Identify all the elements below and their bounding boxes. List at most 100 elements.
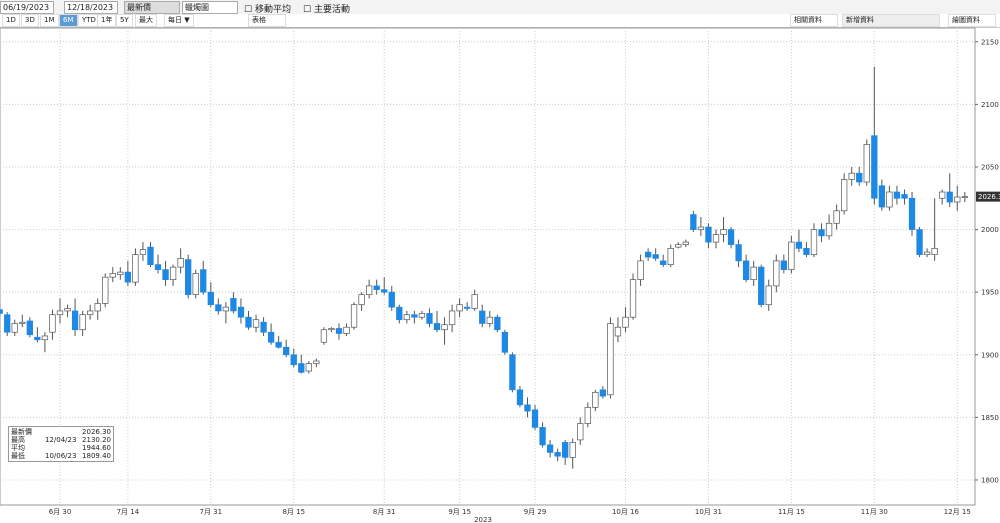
- candle-body: [290, 354, 297, 366]
- candle-body: [946, 191, 953, 203]
- candle-body: [298, 363, 305, 373]
- candle-body: [494, 316, 501, 331]
- candle-body: [313, 360, 320, 364]
- range-btn[interactable]: 1M: [40, 14, 59, 27]
- candle-body: [320, 329, 328, 343]
- ma-label: 移動平均: [254, 5, 291, 15]
- candle-body: [192, 273, 199, 296]
- candle-body: [237, 306, 245, 318]
- x-tick-label: 8月 15: [282, 508, 305, 516]
- y-tick-label: 1850: [981, 414, 999, 422]
- candle-body: [908, 197, 916, 230]
- candle-body: [652, 254, 659, 259]
- candle-body: [720, 229, 727, 235]
- x-tick-label: 9月 15: [448, 508, 471, 516]
- candle-body: [373, 285, 380, 291]
- candle-body: [509, 354, 516, 391]
- range-btn[interactable]: 5Y: [116, 14, 133, 27]
- candle-body: [916, 229, 923, 255]
- legend: 最新價 2026.30 最高 12/04/23 2130.20 平均 1944.60 最低 10…: [8, 426, 114, 462]
- candle-body: [56, 310, 64, 316]
- candle-body: [629, 279, 637, 318]
- price-select[interactable]: 最新價: [124, 1, 180, 14]
- candle-body: [539, 427, 546, 446]
- candle-body: [931, 247, 938, 255]
- x-tick-label: 11月 30: [861, 508, 888, 516]
- range-btn[interactable]: 1D: [2, 14, 20, 27]
- candle-body: [886, 191, 893, 208]
- candle-body: [124, 271, 132, 283]
- candle-body: [901, 194, 908, 199]
- range-btn[interactable]: 最大: [135, 14, 157, 27]
- y-tick-label: 2000: [981, 226, 999, 234]
- events-check[interactable]: ☐ 主要活動: [303, 5, 350, 15]
- range-btn[interactable]: 6M: [59, 14, 78, 27]
- x-tick-label: 7月 14: [117, 508, 140, 516]
- candle-body: [961, 196, 968, 198]
- table-btn[interactable]: 表格: [248, 14, 286, 27]
- candle-body: [825, 222, 833, 237]
- start-date[interactable]: 06/19/2023: [0, 1, 54, 14]
- candle-body: [358, 294, 365, 306]
- candle-body: [878, 185, 886, 208]
- candle-body: [622, 316, 629, 328]
- add-input[interactable]: 新增資料: [842, 14, 940, 27]
- year-label: 2023: [474, 516, 492, 523]
- candle-body: [464, 306, 471, 309]
- legend-name: 最高: [11, 436, 25, 444]
- related-btn[interactable]: 相關資料: [790, 14, 838, 27]
- candle-body: [486, 316, 493, 324]
- range-btn[interactable]: YTD: [78, 14, 100, 27]
- legend-value: 1944.60: [82, 444, 111, 452]
- legend-date: [45, 428, 79, 436]
- ma-check[interactable]: ☐ 移動平均: [244, 5, 291, 15]
- candle-body: [109, 273, 116, 278]
- legend-row: 平均 1944.60: [11, 444, 111, 452]
- candle-body: [64, 308, 71, 312]
- candle-body: [735, 244, 742, 262]
- candle-body: [34, 336, 41, 341]
- x-tick-label: 6月 30: [49, 508, 72, 516]
- candle-body: [87, 310, 94, 316]
- candle-body: [810, 229, 818, 255]
- y-tick-label: 2050: [981, 163, 999, 171]
- y-tick-label: 1900: [981, 351, 999, 359]
- legend-date: 12/04/23: [45, 436, 77, 444]
- events-label: 主要活動: [313, 5, 350, 15]
- candle-body: [448, 310, 456, 326]
- style-select[interactable]: 蠟燭圖: [182, 1, 238, 14]
- candle-body: [252, 319, 260, 328]
- candle-body: [26, 320, 33, 336]
- candle-body: [132, 254, 139, 283]
- candle-body: [577, 423, 584, 441]
- candle-body: [411, 314, 418, 318]
- candle-body: [343, 326, 350, 334]
- draw-btn[interactable]: 繪圖資料: [948, 14, 996, 27]
- candle-body: [697, 226, 705, 230]
- candle-body: [841, 179, 848, 212]
- legend-row: 最高 12/04/23 2130.20: [11, 436, 111, 444]
- legend-row: 最新價 2026.30: [11, 428, 111, 436]
- candle-body: [531, 409, 539, 428]
- candle-body: [441, 324, 448, 331]
- chart: 1800 1850 1900 1950 2000 2050 2100 2150 6月 30 7月 …: [0, 27, 1000, 523]
- x-tick-label: 12月 15: [944, 508, 971, 516]
- range-btn[interactable]: 3D: [21, 14, 39, 27]
- end-date[interactable]: 12/18/2023: [64, 1, 118, 14]
- candle-body: [863, 144, 870, 183]
- candle-body: [162, 269, 169, 280]
- candle-body: [117, 271, 124, 275]
- candle-body: [562, 442, 569, 458]
- legend-date: [45, 444, 79, 452]
- x-tick-label: 7月 31: [200, 508, 223, 516]
- candle-body: [554, 452, 561, 457]
- x-tick-label: 8月 31: [373, 508, 396, 516]
- x-tick-label: 10月 31: [695, 508, 722, 516]
- candle-body: [418, 313, 426, 318]
- range-btn[interactable]: 1年: [97, 14, 117, 27]
- freq[interactable]: 每日 ▼: [164, 14, 194, 27]
- x-tick-label: 10月 16: [612, 508, 640, 516]
- candle-body: [177, 258, 184, 268]
- candle-body: [275, 341, 282, 348]
